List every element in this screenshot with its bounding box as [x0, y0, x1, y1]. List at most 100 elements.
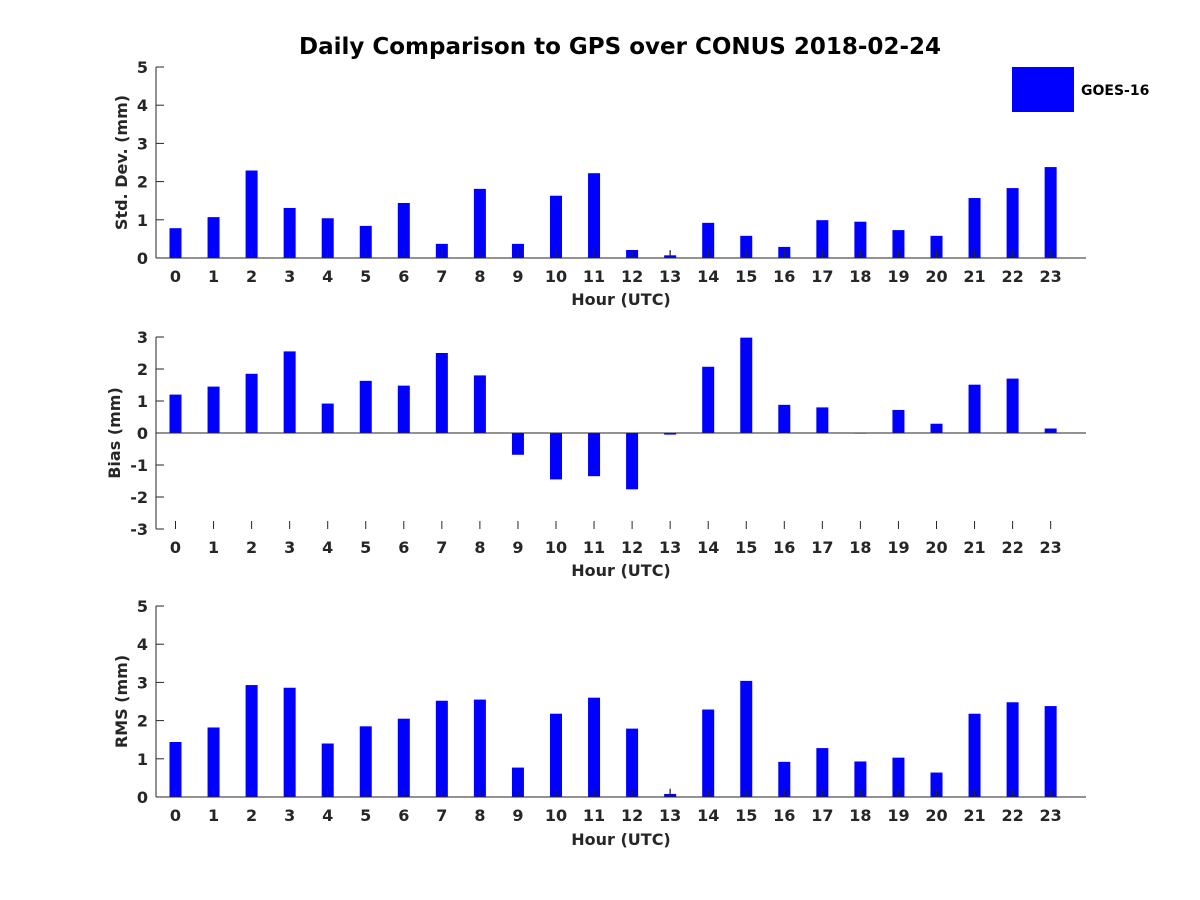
rms-xtick-label: 20 [925, 806, 947, 825]
std-dev-xtick-label: 18 [849, 267, 871, 286]
std-dev-xtick-label: 5 [360, 267, 371, 286]
bias-bar-16 [778, 404, 791, 433]
std-dev-xtick-label: 20 [925, 267, 947, 286]
bias-bar-12 [626, 433, 639, 490]
bias-xtick-label: 17 [811, 538, 833, 557]
bias-ytick-label: 3 [137, 328, 148, 347]
std-dev-xtick-label: 9 [512, 267, 523, 286]
std-dev-ytick-label: 3 [137, 134, 148, 153]
rms-xtick-label: 9 [512, 806, 523, 825]
std-dev-xlabel: Hour (UTC) [571, 290, 671, 309]
std-dev-bar-22 [1006, 188, 1019, 258]
rms-xtick-label: 16 [773, 806, 795, 825]
std-dev-bar-11 [588, 173, 601, 258]
std-dev-xtick-label: 22 [1001, 267, 1023, 286]
bias-bar-0 [169, 394, 182, 433]
bias-xtick-label: 14 [697, 538, 719, 557]
bias-xtick-label: 13 [659, 538, 681, 557]
std-dev-xtick-label: 8 [474, 267, 485, 286]
bias-bar-11 [588, 433, 601, 477]
rms-bar-19 [892, 757, 905, 797]
rms-bar-17 [816, 748, 829, 797]
rms-xtick-label: 19 [887, 806, 909, 825]
bias-xtick-label: 15 [735, 538, 757, 557]
std-dev-xtick-label: 15 [735, 267, 757, 286]
bias-xtick-label: 3 [284, 538, 295, 557]
bias-ytick-label: 1 [137, 392, 148, 411]
std-dev-bar-14 [702, 222, 715, 258]
bias-ytick-label: -2 [130, 488, 148, 507]
std-dev-bar-4 [321, 218, 334, 258]
std-dev-bar-20 [930, 235, 943, 258]
rms-bar-1 [207, 727, 220, 797]
bias-xtick-label: 12 [621, 538, 643, 557]
bias-xlabel: Hour (UTC) [571, 561, 671, 580]
rms-xtick-label: 11 [583, 806, 605, 825]
bias-xtick-label: 8 [474, 538, 485, 557]
std-dev-bar-8 [473, 188, 486, 258]
bias-xtick-label: 23 [1040, 538, 1062, 557]
rms-xtick-label: 3 [284, 806, 295, 825]
rms-xtick-label: 17 [811, 806, 833, 825]
std-dev-bar-2 [245, 170, 258, 258]
bias-ytick-label: 2 [137, 360, 148, 379]
std-dev-xtick-label: 16 [773, 267, 795, 286]
rms-bar-0 [169, 741, 182, 797]
std-dev-xtick-label: 12 [621, 267, 643, 286]
std-dev-xtick-label: 3 [284, 267, 295, 286]
rms-xtick-label: 6 [398, 806, 409, 825]
std-dev-ytick-label: 0 [137, 249, 148, 268]
std-dev-bar-15 [740, 235, 753, 258]
rms-xtick-label: 5 [360, 806, 371, 825]
rms-bar-4 [321, 743, 334, 797]
std-dev-bar-21 [968, 198, 981, 258]
std-dev-xtick-label: 19 [887, 267, 909, 286]
rms-xtick-label: 14 [697, 806, 719, 825]
bias-xtick-label: 16 [773, 538, 795, 557]
bias-bar-3 [283, 351, 296, 433]
std-dev-ylabel: Std. Dev. (mm) [112, 95, 131, 230]
rms-bar-22 [1006, 702, 1019, 797]
std-dev-bar-18 [854, 221, 867, 258]
rms-bar-21 [968, 713, 981, 797]
rms-xtick-label: 10 [545, 806, 567, 825]
std-dev-xtick-label: 21 [963, 267, 985, 286]
legend-swatch [1012, 67, 1074, 112]
bias-ytick-label: -1 [130, 456, 148, 475]
bias-xtick-label: 22 [1001, 538, 1023, 557]
bias-bar-10 [550, 433, 562, 480]
bias-xtick-label: 4 [322, 538, 333, 557]
bias-bar-14 [702, 366, 715, 433]
bias-ylabel: Bias (mm) [105, 387, 124, 479]
bias-xtick-label: 1 [208, 538, 219, 557]
std-dev-bar-1 [207, 217, 220, 258]
legend: GOES-16 [1012, 67, 1149, 112]
bias-bar-22 [1006, 378, 1019, 433]
bias-bar-5 [359, 380, 372, 433]
bias-xtick-label: 21 [963, 538, 985, 557]
rms-bar-2 [245, 685, 258, 797]
rms-ytick-label: 4 [137, 635, 148, 654]
bias-xtick-label: 19 [887, 538, 909, 557]
rms-bar-20 [930, 772, 943, 797]
bias-bar-7 [435, 353, 448, 433]
rms-ytick-label: 0 [137, 788, 148, 807]
bias-bar-2 [245, 373, 258, 433]
rms-bar-3 [283, 687, 296, 797]
std-dev-xtick-label: 14 [697, 267, 719, 286]
rms-xtick-label: 0 [170, 806, 181, 825]
bias-bar-4 [321, 403, 334, 433]
std-dev-xtick-label: 6 [398, 267, 409, 286]
bias-bar-13 [664, 433, 677, 435]
bias-xtick-label: 0 [170, 538, 181, 557]
std-dev-ytick-label: 4 [137, 96, 148, 115]
bias-bar-9 [511, 433, 524, 455]
rms-xtick-label: 15 [735, 806, 757, 825]
rms-bar-12 [626, 728, 639, 797]
std-dev-bar-23 [1044, 167, 1057, 258]
rms-bar-9 [511, 767, 524, 797]
bias-xtick-label: 5 [360, 538, 371, 557]
